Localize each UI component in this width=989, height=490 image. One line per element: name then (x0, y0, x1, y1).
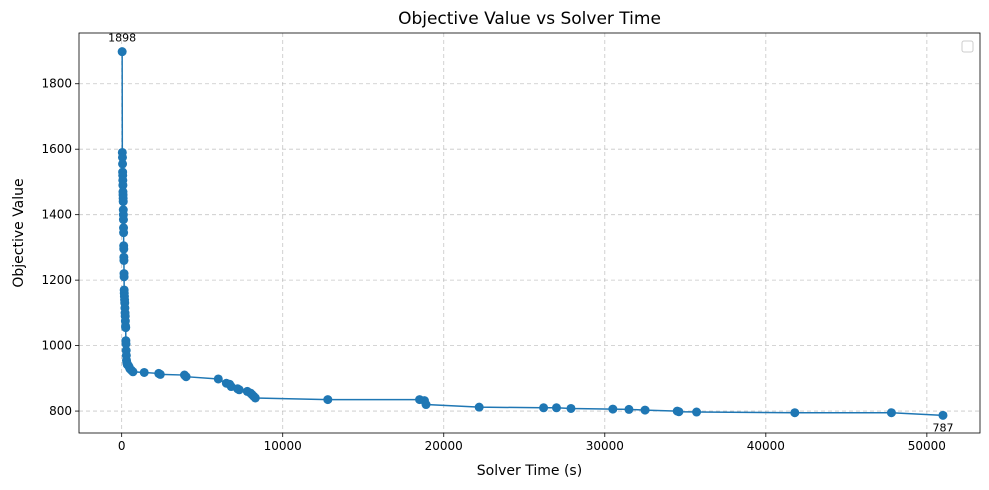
data-point (234, 385, 244, 395)
legend-box (961, 40, 974, 53)
data-point (213, 374, 223, 384)
data-point (119, 228, 129, 238)
data-point (608, 404, 618, 414)
data-point (539, 403, 549, 413)
y-tick-label: 1800 (41, 77, 72, 91)
y-axis-label: Objective Value (11, 178, 27, 287)
data-point (640, 405, 650, 415)
data-point (551, 403, 561, 413)
data-point (692, 407, 702, 417)
y-tick-label: 1000 (41, 339, 72, 353)
data-point (119, 244, 129, 254)
data-point (128, 367, 138, 377)
data-point (155, 369, 165, 379)
y-tick-label: 1400 (41, 208, 72, 222)
data-point (139, 367, 149, 377)
data-point (323, 395, 333, 405)
data-point (624, 404, 634, 414)
data-point (118, 197, 128, 207)
data-point (119, 255, 129, 265)
data-label: 787 (932, 421, 953, 434)
data-point (117, 47, 127, 57)
x-tick-label: 0 (118, 439, 126, 453)
data-point (566, 403, 576, 413)
ticks: 0 10000 20000 30000 40000 50000 800 1000 1200 140… (41, 77, 945, 453)
x-axis-label: Solver Time (s) (477, 463, 582, 479)
data-point (121, 323, 131, 333)
x-tick-label: 20000 (425, 439, 463, 453)
y-tick-label: 1200 (41, 273, 72, 287)
data-point (790, 408, 800, 418)
x-tick-label: 30000 (586, 439, 624, 453)
x-tick-label: 40000 (747, 439, 785, 453)
data-point (117, 152, 127, 162)
y-tick-label: 1600 (41, 142, 72, 156)
series-line (121, 51, 943, 417)
grid (79, 33, 980, 433)
x-tick-label: 50000 (908, 439, 946, 453)
data-label: 1898 (108, 32, 136, 45)
data-point (121, 339, 131, 349)
data-point (474, 402, 484, 412)
x-tick-label: 10000 (264, 439, 302, 453)
series-layer (117, 47, 948, 420)
data-point (118, 215, 128, 225)
plot-frame (78, 32, 981, 434)
data-point (118, 159, 128, 169)
data-point (886, 408, 896, 418)
data-point (119, 272, 129, 282)
data-point (118, 180, 128, 190)
annotations: 1898 787 (108, 32, 953, 435)
data-point (938, 410, 948, 420)
data-point (181, 372, 191, 382)
y-tick-label: 800 (49, 404, 72, 418)
data-point (421, 400, 431, 410)
chart-title: Objective Value vs Solver Time (398, 9, 661, 29)
data-point (250, 393, 260, 403)
data-point (674, 407, 684, 417)
